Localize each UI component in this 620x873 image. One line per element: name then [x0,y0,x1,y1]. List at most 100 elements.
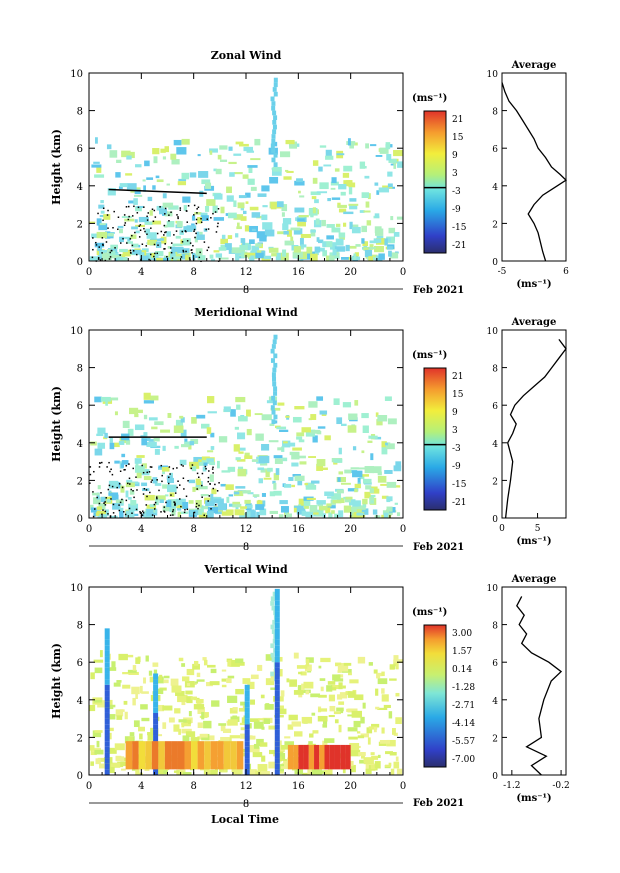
heatmap-cell [232,503,242,508]
heatmap-cell [218,436,228,443]
heatmap-cell [289,451,300,456]
heatmap-cell [326,503,332,507]
heatmap-cell [256,231,266,239]
heatmap-cell [120,485,125,493]
heatmap-cell [300,244,307,248]
heatmap-cell [235,486,246,489]
heatmap-cell [286,678,290,683]
heatmap-cell [170,153,177,160]
contour-dot [95,241,97,244]
avg-x-tick-label: -1.2 [503,781,520,791]
contour-dot [170,494,172,496]
heatmap-cell [163,675,170,679]
heatmap-cell [235,457,241,461]
contour-dot [149,466,152,468]
contour-dot [169,514,172,517]
heatmap-cell [108,714,116,720]
heatmap-cell [251,212,261,218]
contour-dot [169,473,171,475]
heatmap-cell [104,432,108,439]
heatmap-cell [180,417,185,423]
heatmap-cell [306,246,313,254]
heatmap-cell [194,660,199,666]
heatmap-cell [192,486,196,492]
heatmap-cell [104,769,110,775]
x-tick-label: 0 [400,524,406,535]
heatmap-cell [216,460,220,469]
heatmap-cell [121,453,126,458]
heatmap-cell [215,253,223,258]
heatmap-cell [179,248,190,253]
heatmap-cell [130,234,137,239]
heatmap-cell [244,763,250,770]
heatmap-cell [212,205,218,213]
heatmap-cell [357,656,366,664]
contour-dot [129,483,131,485]
contour-dot [111,485,114,488]
heatmap-cell [113,442,120,448]
heatmap-cell [393,761,400,769]
heatmap-cell [379,739,391,744]
contour-dot [112,512,115,514]
contour-dot [169,247,172,249]
heatmap-cell [229,172,235,177]
contour-dot [119,501,122,504]
colorbar-tick-label: -3 [452,187,461,197]
heatmap-cell [271,629,276,634]
heatmap-cell [377,678,388,685]
contour-dot [181,230,184,233]
heatmap-cell [247,769,257,775]
heatmap-cell [340,191,346,196]
heatmap-cell [211,488,217,495]
heatmap-cell [241,717,246,724]
contour-dot [131,234,133,237]
colorbar-tick-label: -3 [452,444,461,454]
contour-dot [186,240,189,242]
heatmap-cell [210,769,218,775]
heatmap-cell [336,489,344,494]
heatmap-cell [254,138,261,146]
heatmap-cell [345,496,353,500]
heatmap-cell [255,252,264,259]
heatmap-cell [298,190,301,194]
heatmap-cell [311,512,319,515]
heatmap-cell [155,498,159,506]
heatmap-cell [119,510,124,518]
heatmap-cell [274,628,280,634]
contour-dot [200,221,203,224]
heatmap-cell [194,212,202,215]
colorbar-tick-label: -5.57 [452,737,475,747]
heatmap-cell [389,252,399,259]
heatmap-cell [191,417,197,424]
contour-dot [145,245,148,247]
heatmap-cell [173,425,184,433]
contour-dot [164,207,167,210]
heatmap-cell [338,208,347,213]
x-tick-label: 4 [138,781,144,792]
heatmap-cell [294,406,305,410]
heatmap-cell [197,216,202,224]
heatmap-cell [195,681,199,684]
contour-dot [183,511,186,514]
heatmap-cell [362,425,369,434]
y-tick-label: 10 [70,326,83,337]
contour-dot [179,484,181,486]
heatmap-cell [218,247,227,251]
heatmap-cell [186,696,193,704]
heatmap-cell [94,242,105,248]
heatmap-cell [209,461,216,466]
contour-dot [163,224,166,227]
heatmap-cell [273,77,278,83]
contour-dot [110,468,112,471]
avg-x-tick-label: 0 [499,524,505,534]
heatmap-cell [350,764,356,773]
heatmap-cell [229,735,241,739]
heatmap-cell [350,467,359,470]
day-label: 8 [243,799,249,810]
heatmap-cell [371,755,379,760]
heatmap-cell [171,741,178,770]
heatmap-cell [107,233,114,237]
heatmap-cell [390,163,395,166]
heatmap-cell [226,195,234,202]
